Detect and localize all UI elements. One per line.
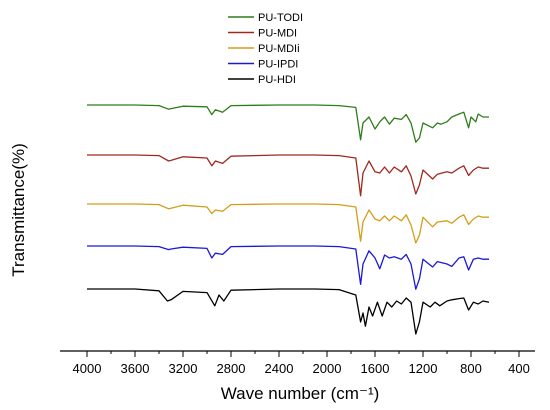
x-tick-label: 3200 bbox=[169, 361, 198, 376]
x-tick-label: 800 bbox=[460, 361, 482, 376]
x-tick-label: 1600 bbox=[361, 361, 390, 376]
legend-label-pu-ipdi: PU-IPDI bbox=[258, 59, 298, 71]
plot-lines bbox=[87, 104, 490, 335]
legend-label-pu-mdii: PU-MDIi bbox=[258, 43, 300, 55]
legend: PU-TODI PU-MDI PU-MDIi PU-IPDI PU-HDI bbox=[228, 12, 303, 86]
x-tick-label: 2800 bbox=[217, 361, 246, 376]
legend-label-pu-todi: PU-TODI bbox=[258, 12, 303, 24]
x-tick-label: 2400 bbox=[265, 361, 294, 376]
x-axis-title: Wave number (cm⁻¹) bbox=[221, 384, 380, 403]
legend-label-pu-hdi: PU-HDI bbox=[258, 74, 296, 86]
series-line-pu-mdii bbox=[87, 203, 489, 244]
series-line-pu-mdi bbox=[87, 154, 489, 197]
y-axis-title: Transmittance(%) bbox=[9, 143, 28, 277]
legend-label-pu-mdi: PU-MDI bbox=[258, 28, 297, 40]
x-tick-label: 4000 bbox=[73, 361, 102, 376]
series-line-pu-ipdi bbox=[87, 245, 489, 290]
series-line-pu-todi bbox=[87, 104, 489, 143]
x-tick-label: 3600 bbox=[121, 361, 150, 376]
x-tick-label: 400 bbox=[508, 361, 530, 376]
x-tick-label: 1200 bbox=[409, 361, 438, 376]
x-tick-label: 2000 bbox=[313, 361, 342, 376]
series-line-pu-hdi bbox=[87, 288, 490, 335]
x-axis: 4000 3600 3200 2800 2400 2000 1600 1200 800 400 bbox=[60, 350, 535, 376]
